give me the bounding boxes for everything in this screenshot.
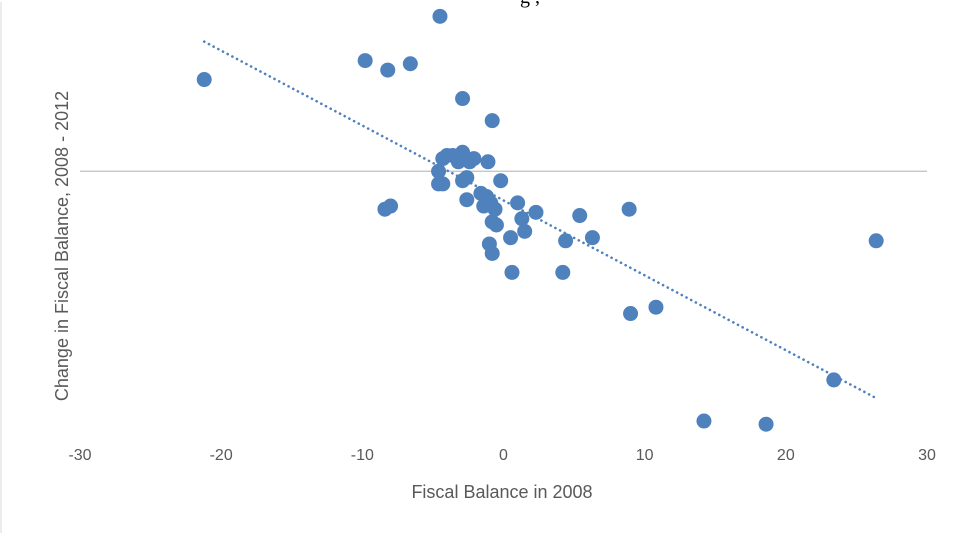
data-points-group: [196, 8, 884, 432]
x-tick-label: -30: [68, 447, 91, 464]
data-point: [868, 233, 884, 249]
data-point: [402, 56, 418, 72]
x-tick-labels: -30 -20 -10 0 10 20 30: [68, 447, 936, 464]
data-point: [488, 217, 504, 233]
data-point: [480, 154, 496, 170]
trendline-group: [202, 40, 879, 401]
data-point: [510, 195, 526, 211]
data-point: [196, 72, 212, 88]
data-point: [696, 413, 712, 429]
data-point: [504, 264, 520, 280]
data-point: [435, 176, 451, 192]
data-point: [466, 151, 482, 167]
trendline: [202, 40, 879, 401]
data-point: [459, 170, 475, 186]
data-point: [380, 62, 396, 78]
x-tick-label: -20: [210, 447, 233, 464]
data-point: [558, 233, 574, 249]
x-tick-label: 30: [918, 447, 936, 464]
data-point: [528, 204, 544, 220]
data-point: [383, 198, 399, 214]
x-tick-label: -10: [351, 447, 374, 464]
x-axis-title: Fiscal Balance in 2008: [411, 482, 592, 502]
x-tick-label: 20: [777, 447, 795, 464]
data-point: [648, 299, 664, 315]
data-point: [484, 113, 500, 129]
data-point: [623, 306, 639, 322]
data-point: [503, 230, 519, 246]
y-axis-title: Change in Fiscal Balance, 2008 - 2012: [52, 91, 72, 401]
data-point: [432, 8, 448, 24]
data-point: [484, 245, 500, 261]
data-point: [758, 416, 774, 432]
data-point: [555, 264, 571, 280]
x-tick-label: 0: [499, 447, 508, 464]
data-point: [455, 91, 471, 107]
cropped-caption-text: g ,: [520, 0, 956, 8]
data-point: [621, 201, 637, 217]
data-point: [572, 208, 588, 224]
data-point: [514, 211, 530, 227]
data-point: [493, 173, 509, 189]
data-point: [517, 223, 533, 239]
x-tick-label: 10: [636, 447, 654, 464]
data-point: [826, 372, 842, 388]
data-point: [431, 163, 447, 179]
data-point: [584, 230, 600, 246]
data-point: [357, 53, 373, 69]
data-point: [487, 201, 503, 217]
data-point: [459, 192, 475, 208]
